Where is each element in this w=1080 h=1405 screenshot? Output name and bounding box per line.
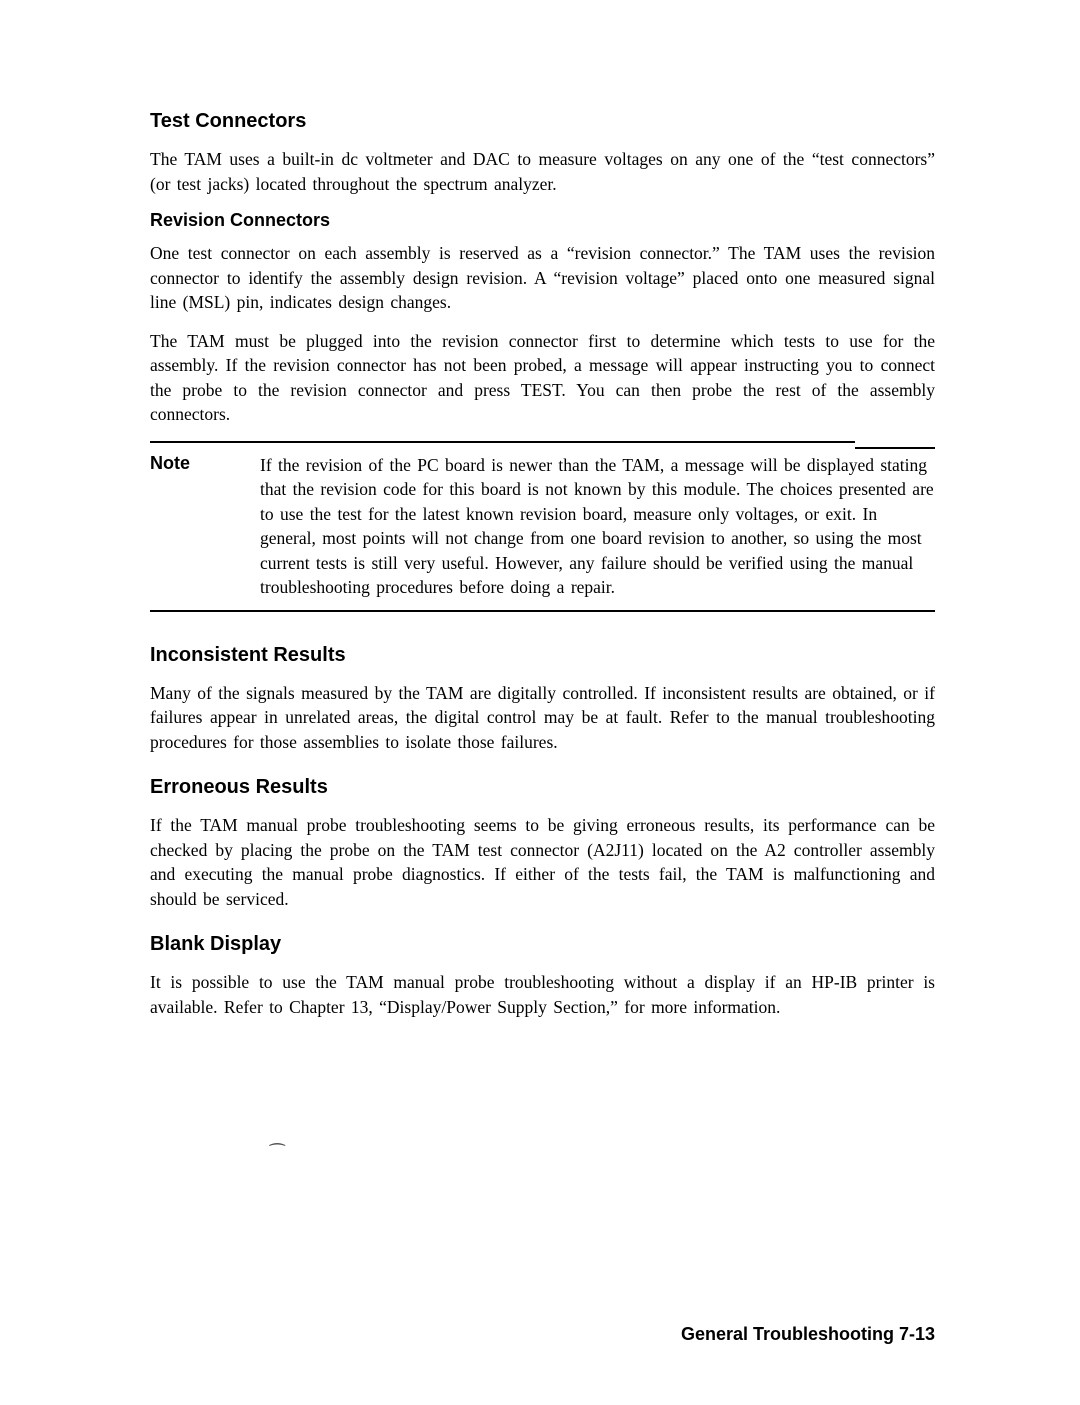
- heading-revision-connectors: Revision Connectors: [150, 210, 935, 231]
- para-revision-connectors-2: The TAM must be plugged into the revisio…: [150, 329, 935, 427]
- section-erroneous-results: Erroneous Results If the TAM manual prob…: [150, 776, 935, 911]
- note-label: Note: [150, 453, 260, 600]
- page-footer: General Troubleshooting 7-13: [681, 1324, 935, 1345]
- heading-inconsistent-results: Inconsistent Results: [150, 644, 935, 667]
- heading-blank-display: Blank Display: [150, 933, 935, 956]
- section-blank-display: Blank Display It is possible to use the …: [150, 933, 935, 1019]
- para-test-connectors-1: The TAM uses a built-in dc voltmeter and…: [150, 147, 935, 196]
- tilde-mark: ⁀: [270, 1144, 284, 1165]
- section-test-connectors: Test Connectors The TAM uses a built-in …: [150, 110, 935, 612]
- para-blank-display-1: It is possible to use the TAM manual pro…: [150, 970, 935, 1019]
- para-erroneous-results-1: If the TAM manual probe troubleshooting …: [150, 813, 935, 911]
- connector-ref: (A2J11): [587, 840, 644, 860]
- note-box: Note If the revision of the PC board is …: [150, 441, 935, 612]
- para-inconsistent-results-1: Many of the signals measured by the TAM …: [150, 681, 935, 755]
- heading-erroneous-results: Erroneous Results: [150, 776, 935, 799]
- heading-test-connectors: Test Connectors: [150, 110, 935, 133]
- para-revision-connectors-1: One test connector on each assembly is r…: [150, 241, 935, 315]
- note-text: If the revision of the PC board is newer…: [260, 453, 935, 600]
- section-inconsistent-results: Inconsistent Results Many of the signals…: [150, 644, 935, 755]
